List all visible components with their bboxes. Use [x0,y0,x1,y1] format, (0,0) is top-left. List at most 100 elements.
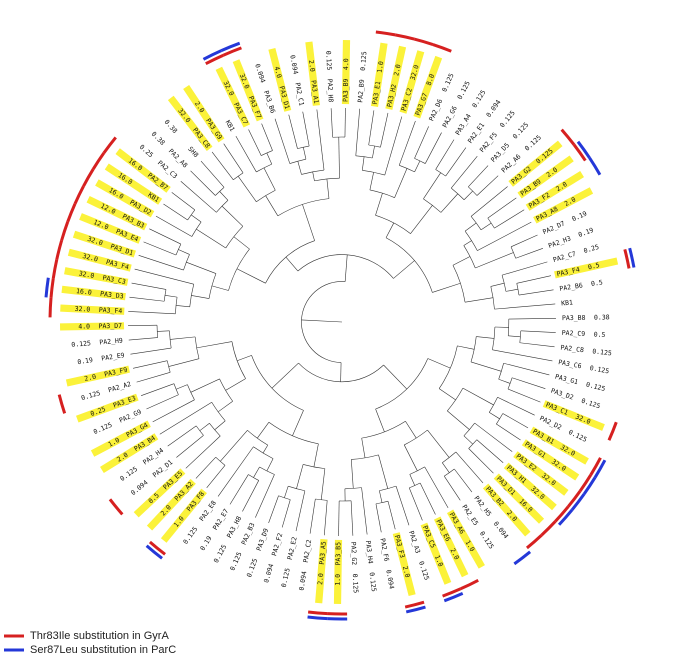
leaf-mic: 0.094 [129,478,149,497]
branch [131,282,167,290]
leaf-highlight [100,433,159,473]
branch [266,458,274,472]
gyra-marker [540,520,557,537]
branch [440,193,459,213]
leaf-highlight [446,509,485,569]
branch [425,132,442,164]
leaf-id: PA3_A5 [318,541,328,565]
leaf-id: PA2_G9 [118,408,143,425]
branch [323,500,328,536]
branch-arc [487,217,495,229]
branch-arc [195,425,204,436]
branch [468,165,489,187]
leaf-highlight [59,322,125,331]
leaf-id: PA2_B9 [356,79,366,103]
leaf-highlight [529,426,589,465]
branch [457,345,475,350]
branch [214,420,226,431]
leaf-id: PA3_F4 [105,258,130,272]
leaf-mic: 0.125 [368,572,378,592]
branch [312,171,315,181]
branch [233,236,250,250]
branch [320,468,326,500]
parc-marker [307,615,328,621]
leaf-highlight [433,516,469,578]
branch [266,152,273,165]
leaf-mic: 12.0 [99,202,117,216]
leaf: PA3_A61.0 [446,509,485,569]
branch-arc [468,186,478,196]
branch [178,249,190,255]
leaf-id: PA3_H4 [364,540,375,564]
branch [496,423,521,441]
branch-arc [385,237,433,293]
branch [414,160,421,172]
leaf-highlight [95,179,155,218]
branch [507,388,541,403]
branch-arc [444,468,455,477]
branch [140,383,175,396]
gyra-marker [578,474,593,492]
leaf-mic: 4.0 [342,58,350,70]
branch-arc [490,286,495,310]
leaf-mic: 0.125 [511,121,530,141]
branch [403,444,418,471]
parc-marker [570,493,586,511]
branch [196,341,232,349]
branch [445,147,467,177]
gyra-marker [91,152,106,170]
leaf-id: PA3_A4 [454,112,473,136]
branch [143,241,177,256]
branch [470,186,508,217]
gyra-marker [51,258,59,279]
branch [375,503,382,533]
branch [393,260,415,279]
leaf-id: PA2_G2 [349,542,358,566]
leaf-mic: 0.094 [298,571,309,592]
branch [494,303,556,310]
branch [191,295,210,299]
leaf: PA2_B9 0.125 [356,51,368,103]
leaf-highlight [392,532,416,597]
branch [176,305,190,308]
branch [302,147,307,160]
branch-arc [507,377,513,390]
branch [387,501,396,530]
leaf-id: PA3_G7 [414,92,430,117]
branch-arc [187,384,195,400]
leaf-highlight [268,47,292,112]
branch [295,490,306,532]
branch-arc [208,273,217,299]
leaf: KB1 [561,298,573,307]
parc-marker [513,550,532,566]
leaf-mic: 0.094 [384,569,395,590]
branch-arc [156,325,158,338]
branch [355,108,361,156]
leaf-mic: 0.125 [245,557,259,578]
leaf-id: PA3_H8 [225,515,243,540]
leaf-id: PA2_D2 [538,414,563,431]
branch [361,156,365,171]
leaf-highlight [67,248,132,272]
branch [424,466,449,508]
branch-arc [175,297,178,314]
branch-arc [315,498,328,501]
branch [271,362,299,389]
leaf-highlight [315,538,328,604]
leaf-mic: 0.125 [580,397,601,411]
leaf-mic: 0.38 [150,130,167,147]
branch [242,480,259,512]
leaf-mic: 16.0 [76,287,93,297]
branch [330,108,333,138]
branch-arc [219,378,233,402]
gyra-marker [572,143,587,162]
branch [516,275,552,284]
gyra-marker [589,457,602,476]
leaf-mic: 2.0 [307,60,316,73]
branch [463,435,474,445]
leaf-id: PA3_E3 [112,394,137,410]
branch [502,413,529,429]
leaf-mic: 0.125 [118,465,139,483]
leaf-mic: 0.125 [351,573,360,593]
branch [476,175,499,196]
